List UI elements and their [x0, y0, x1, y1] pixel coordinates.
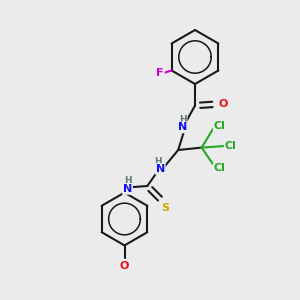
Text: F: F	[157, 68, 164, 78]
Text: O: O	[218, 99, 228, 109]
Text: H: H	[154, 158, 162, 166]
Text: N: N	[123, 184, 132, 194]
Text: H: H	[124, 176, 131, 185]
Text: S: S	[161, 203, 169, 213]
Text: Cl: Cl	[214, 163, 226, 173]
Text: H: H	[179, 116, 187, 124]
Text: N: N	[156, 164, 165, 174]
Text: O: O	[120, 261, 129, 272]
Text: Cl: Cl	[214, 121, 226, 131]
Text: N: N	[178, 122, 188, 133]
Text: Cl: Cl	[225, 141, 237, 151]
